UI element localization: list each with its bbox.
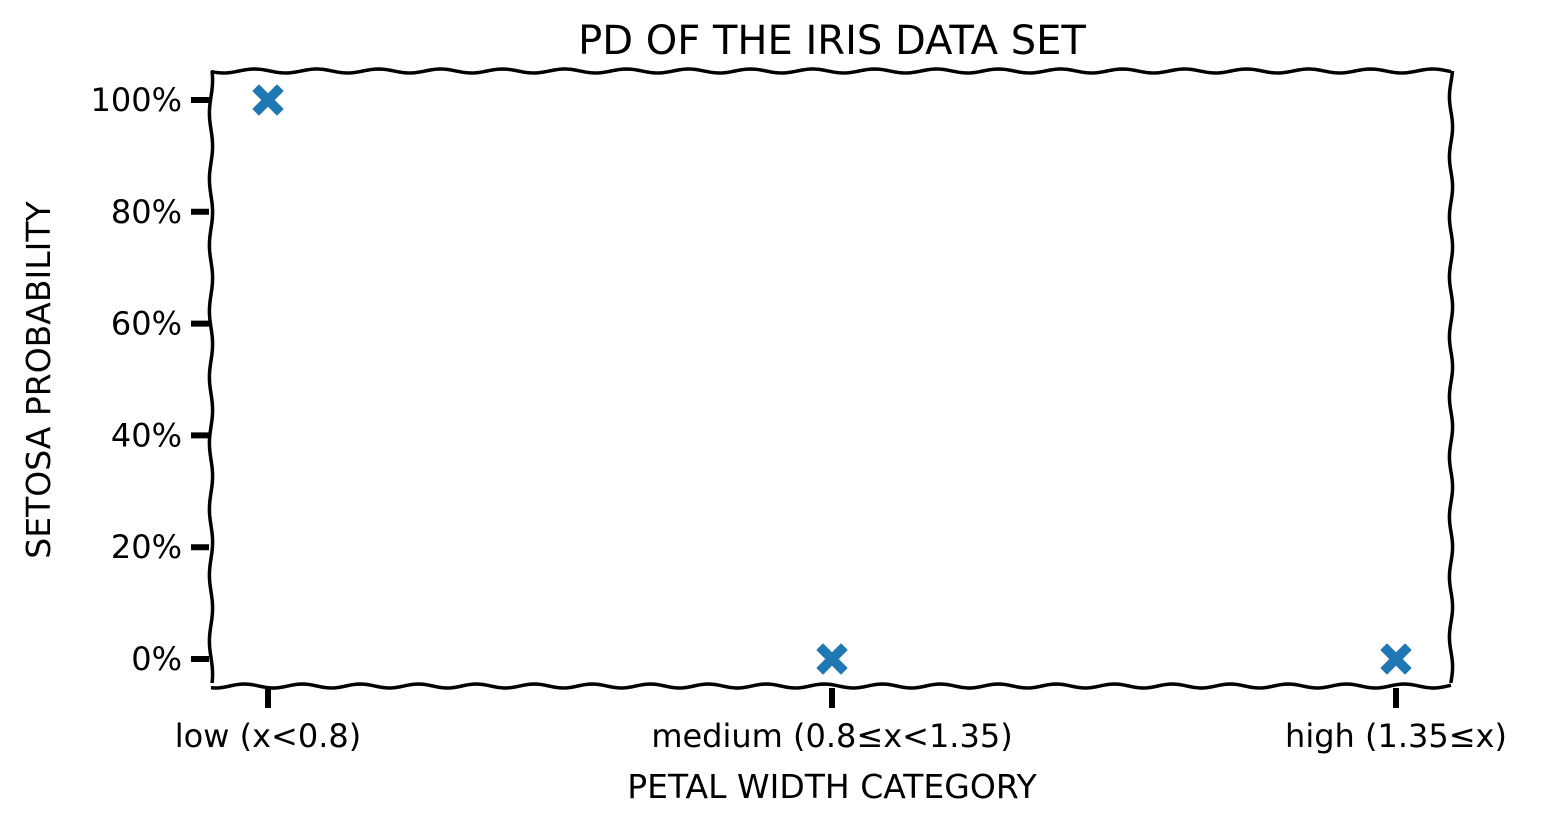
data-points xyxy=(252,84,1412,675)
x-tick-label: medium (0.8≤x<1.35) xyxy=(651,717,1012,755)
x-axis-label: PETAL WIDTH CATEGORY xyxy=(627,767,1037,806)
y-axis: 0% 20% 40% 60% 80% 100% xyxy=(91,81,209,678)
chart-title: PD OF THE IRIS DATA SET xyxy=(578,18,1086,64)
data-point-0 xyxy=(252,84,284,116)
x-tick-label: high (1.35≤x) xyxy=(1285,717,1507,755)
x-tick-label: low (x<0.8) xyxy=(175,717,361,755)
y-tick-label: 20% xyxy=(111,528,182,566)
y-tick-label: 0% xyxy=(131,640,182,678)
y-tick-label: 40% xyxy=(111,416,182,454)
x-axis: low (x<0.8) medium (0.8≤x<1.35) high (1.35… xyxy=(175,688,1507,755)
y-tick-label: 100% xyxy=(91,81,182,119)
data-point-2 xyxy=(1380,643,1412,675)
plot-frame xyxy=(207,67,1455,690)
y-axis-label: SETOSA PROBABILITY xyxy=(19,200,58,558)
y-tick-label: 80% xyxy=(111,193,182,231)
y-tick-label: 60% xyxy=(111,305,182,343)
data-point-1 xyxy=(816,643,848,675)
